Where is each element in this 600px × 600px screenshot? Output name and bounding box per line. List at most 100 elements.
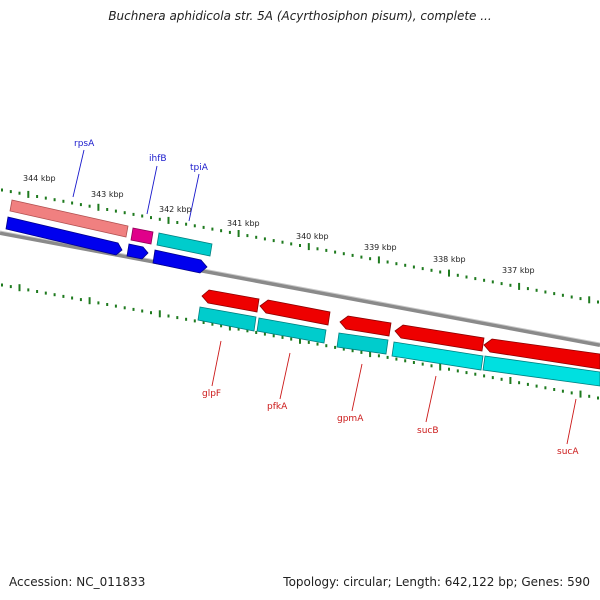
- leader-gpmA: [351, 363, 363, 412]
- minor-tick: [316, 342, 319, 346]
- minor-tick: [421, 267, 424, 271]
- feature-ihfB-trna[interactable]: [130, 227, 154, 245]
- minor-tick: [526, 382, 529, 386]
- minor-tick: [88, 204, 91, 208]
- minor-tick: [132, 212, 135, 216]
- minor-tick: [272, 239, 275, 243]
- ruler-label: 341 kbp: [227, 219, 260, 228]
- minor-tick: [404, 263, 407, 267]
- minor-tick: [36, 195, 39, 198]
- feature-rpsA-gene[interactable]: [9, 199, 129, 238]
- minor-tick: [430, 364, 433, 368]
- minor-tick: [176, 221, 179, 224]
- feature-tpiA-gene[interactable]: [156, 232, 213, 257]
- major-tick: [97, 203, 100, 211]
- leader-sucB: [425, 375, 437, 423]
- minor-tick: [570, 391, 573, 395]
- feature-pfkA-cds[interactable]: [259, 299, 331, 326]
- leader-rpsA: [72, 149, 85, 198]
- genome-backbone: [0, 231, 600, 347]
- feature-glpF-cds[interactable]: [201, 289, 260, 313]
- leader-ihfB: [146, 165, 158, 215]
- minor-tick: [114, 304, 117, 308]
- minor-tick: [123, 211, 126, 215]
- minor-tick: [465, 371, 468, 375]
- minor-tick: [246, 234, 249, 238]
- outer-tick-track: [1, 188, 599, 304]
- minor-tick: [421, 362, 424, 366]
- minor-tick: [62, 294, 65, 298]
- major-tick: [377, 256, 380, 264]
- gene-label-gpmA[interactable]: gpmA: [337, 414, 364, 424]
- minor-tick: [597, 396, 599, 400]
- minor-tick: [114, 209, 117, 213]
- major-tick: [237, 230, 240, 237]
- minor-tick: [351, 349, 354, 353]
- minor-tick: [325, 248, 328, 252]
- feature-ihfB-cds[interactable]: [126, 243, 149, 260]
- feature-glpF-gene[interactable]: [197, 306, 257, 332]
- minor-tick: [193, 224, 196, 228]
- ruler-label: 342 kbp: [159, 205, 192, 214]
- map-title: Buchnera aphidicola str. 5A (Acyrthosiph…: [108, 9, 492, 23]
- minor-tick: [202, 321, 205, 324]
- minor-tick: [483, 278, 486, 282]
- minor-tick: [526, 287, 529, 291]
- minor-tick: [316, 247, 319, 251]
- feature-gpmA-cds[interactable]: [339, 315, 392, 337]
- minor-tick: [79, 298, 82, 302]
- feature-tpiA-cds[interactable]: [152, 249, 208, 274]
- leader-sucA: [566, 398, 577, 445]
- feature-pfkA-gene[interactable]: [256, 317, 327, 344]
- gene-label-sucA[interactable]: sucA: [557, 447, 579, 457]
- minor-tick: [71, 201, 74, 205]
- feature-sucA-gene[interactable]: [482, 355, 600, 387]
- minor-tick: [465, 275, 468, 279]
- major-tick: [88, 297, 91, 305]
- ruler-label: 343 kbp: [91, 190, 124, 199]
- major-tick: [439, 363, 442, 371]
- minor-tick: [483, 374, 486, 378]
- gene-label-ihfB[interactable]: ihfB: [149, 154, 167, 164]
- minor-tick: [255, 331, 258, 334]
- minor-tick: [386, 260, 389, 264]
- minor-tick: [474, 277, 477, 281]
- minor-tick: [500, 377, 503, 381]
- minor-tick: [553, 388, 556, 391]
- feature-gpmA-gene[interactable]: [336, 332, 389, 355]
- gene-label-tpiA[interactable]: tpiA: [190, 163, 209, 173]
- ruler-label: 338 kbp: [433, 255, 466, 264]
- minor-tick: [106, 303, 109, 306]
- minor-tick: [290, 337, 293, 341]
- feature-rpsA-cds[interactable]: [5, 216, 123, 256]
- minor-tick: [404, 359, 407, 363]
- gene-label-sucB[interactable]: sucB: [417, 426, 439, 436]
- minor-tick: [360, 255, 363, 259]
- minor-tick: [211, 227, 214, 231]
- minor-tick: [342, 347, 345, 351]
- major-tick: [299, 336, 301, 344]
- minor-tick: [509, 283, 512, 287]
- minor-tick: [334, 345, 337, 349]
- minor-tick: [158, 217, 161, 221]
- feature-sucB-gene[interactable]: [391, 341, 484, 371]
- minor-tick: [500, 282, 503, 286]
- minor-tick: [299, 244, 301, 247]
- ruler-label: 340 kbp: [296, 232, 329, 241]
- minor-tick: [351, 253, 354, 257]
- minor-tick: [263, 332, 266, 336]
- feature-sucA-cds[interactable]: [483, 338, 600, 370]
- minor-tick: [71, 296, 74, 300]
- minor-tick: [123, 306, 126, 310]
- minor-tick: [386, 355, 389, 359]
- feature-sucB-cds[interactable]: [394, 324, 485, 352]
- gene-label-glpF[interactable]: glpF: [202, 389, 221, 399]
- gene-label-rpsA[interactable]: rpsA: [74, 139, 95, 149]
- major-tick: [18, 284, 21, 292]
- minor-tick: [176, 316, 179, 320]
- minor-tick: [150, 311, 152, 315]
- minor-tick: [255, 235, 258, 239]
- major-tick: [27, 190, 30, 198]
- minor-tick: [36, 290, 39, 293]
- gene-label-pfkA[interactable]: pfkA: [267, 402, 288, 412]
